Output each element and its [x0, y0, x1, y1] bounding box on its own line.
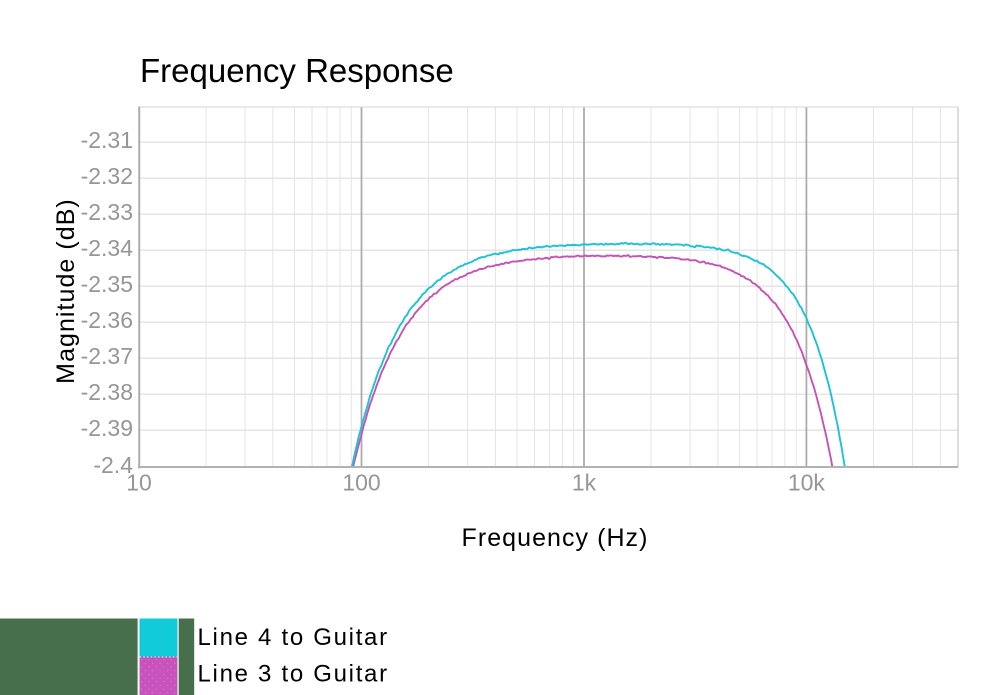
svg-text:-2.33: -2.33 — [81, 199, 133, 225]
svg-text:10k: 10k — [788, 470, 826, 496]
svg-text:Line 4 to Guitar: Line 4 to Guitar — [198, 624, 389, 651]
svg-text:-2.39: -2.39 — [81, 415, 133, 441]
svg-text:-2.35: -2.35 — [81, 271, 133, 297]
svg-text:-2.36: -2.36 — [81, 307, 133, 333]
svg-text:-2.37: -2.37 — [81, 343, 133, 369]
svg-text:Line 3 to Guitar: Line 3 to Guitar — [198, 661, 389, 688]
svg-text:-2.34: -2.34 — [81, 235, 134, 261]
svg-text:-2.4: -2.4 — [93, 452, 133, 478]
svg-text:Frequency (Hz): Frequency (Hz) — [462, 524, 649, 552]
svg-text:Magnitude (dB): Magnitude (dB) — [52, 198, 80, 384]
svg-text:-2.38: -2.38 — [81, 379, 133, 405]
svg-text:-2.31: -2.31 — [81, 127, 133, 153]
svg-text:10: 10 — [126, 470, 152, 496]
svg-text:100: 100 — [342, 470, 380, 496]
svg-text:Frequency Response: Frequency Response — [140, 52, 454, 89]
svg-text:-2.32: -2.32 — [81, 163, 133, 189]
svg-text:1k: 1k — [572, 470, 597, 496]
